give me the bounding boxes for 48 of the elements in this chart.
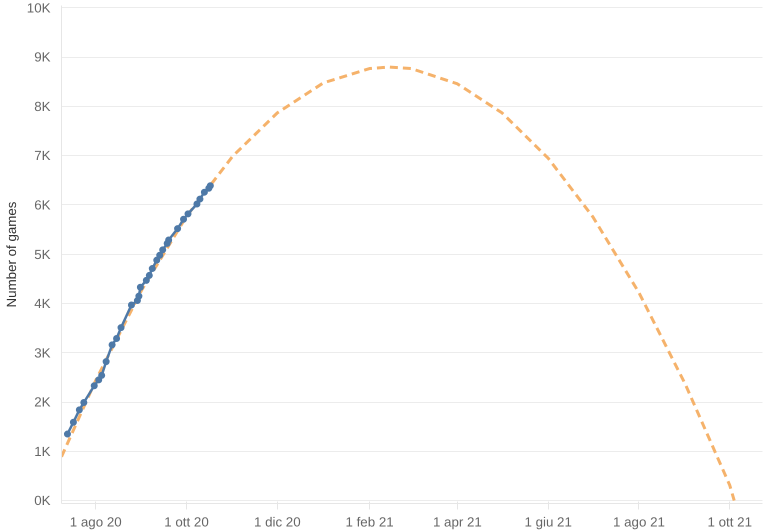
x-tick-label: 1 apr 21 [432,514,482,530]
point [118,324,125,332]
point [142,276,150,284]
point [196,196,204,203]
x-tick-label: 1 ott 21 [708,514,752,530]
y-tick-label: 7K [34,148,51,164]
point [200,188,208,196]
y-tick-label: 10K [26,0,51,16]
point [102,358,110,366]
x-tick-label: 1 dic 20 [254,514,301,530]
y-tick-label: 3K [34,345,51,360]
point [159,246,166,254]
y-tick-label: 8K [34,98,51,114]
point [98,372,106,379]
x-tick-label: 1 feb 21 [345,514,394,530]
x-tick-label: 1 ago 21 [613,514,665,530]
x-tick-label: 1 giu 21 [524,514,572,530]
point [174,225,182,232]
point [136,284,144,291]
y-tick-label: 0K [34,493,51,508]
point [80,399,88,406]
point [135,292,142,300]
x-tick-label: 1 ott 20 [164,514,209,530]
point [206,182,214,190]
point [165,236,172,244]
y-tick-label: 6K [34,197,51,212]
point [153,256,160,264]
point [148,265,156,272]
point [128,301,135,308]
x-tick-label: 1 ago 20 [70,514,122,530]
point [193,200,200,208]
y-tick-label: 9K [34,50,51,65]
point [184,210,192,218]
y-tick-label: 2K [34,394,51,410]
point [113,334,120,342]
line-series [62,66,736,502]
y-tick-label: 4K [34,296,51,312]
point [108,341,116,348]
point [64,430,71,438]
point [146,272,153,279]
y-tick-label: 5K [34,246,51,262]
point [156,252,164,259]
point [180,216,188,223]
point [76,406,83,414]
point [90,382,98,390]
y-tick-label: 1K [34,444,51,459]
point [70,418,77,426]
y-axis-title: Number of games [4,201,19,308]
